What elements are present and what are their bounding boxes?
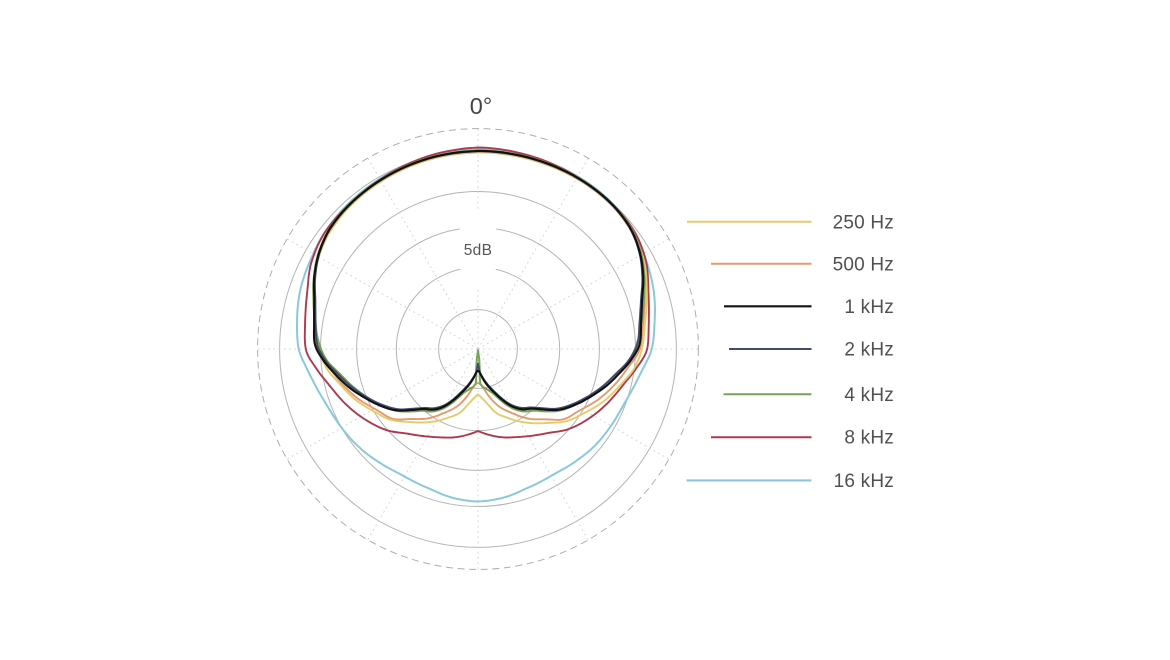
svg-text:16 kHz: 16 kHz xyxy=(834,471,894,492)
svg-text:8 kHz: 8 kHz xyxy=(844,428,894,449)
svg-text:0°: 0° xyxy=(470,93,492,119)
svg-text:5dB: 5dB xyxy=(464,242,492,259)
svg-text:500 Hz: 500 Hz xyxy=(833,254,894,275)
svg-text:2 kHz: 2 kHz xyxy=(844,340,894,361)
svg-text:1 kHz: 1 kHz xyxy=(844,297,894,318)
svg-text:4 kHz: 4 kHz xyxy=(844,385,894,406)
svg-text:250 Hz: 250 Hz xyxy=(833,212,894,233)
